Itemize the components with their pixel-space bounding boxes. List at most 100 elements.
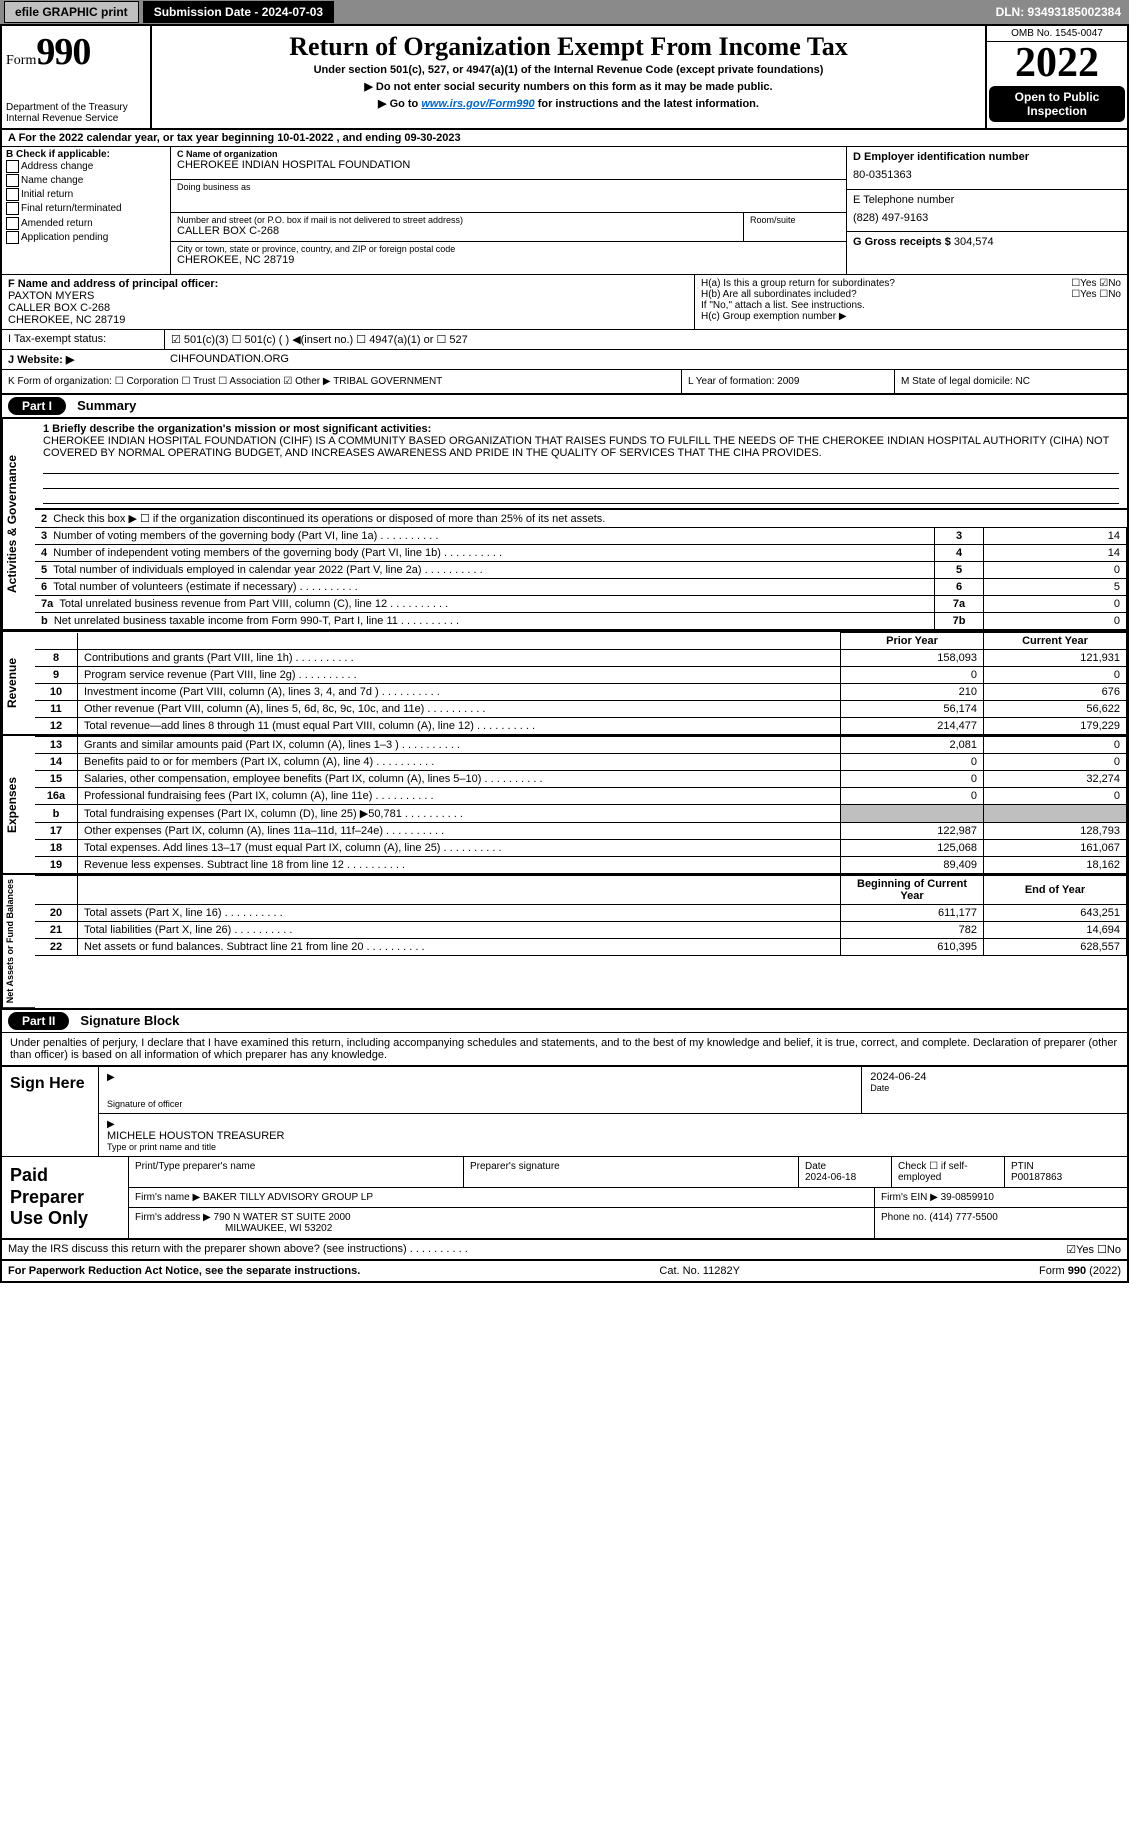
tax-exempt-options[interactable]: ☑ 501(c)(3) ☐ 501(c) ( ) ◀(insert no.) ☐… bbox=[165, 330, 474, 349]
table-row: 7a Total unrelated business revenue from… bbox=[35, 596, 1127, 613]
sig-date: 2024-06-24 bbox=[870, 1071, 1119, 1083]
table-row: b Net unrelated business taxable income … bbox=[35, 613, 1127, 630]
tax-year: 2022 bbox=[987, 42, 1127, 84]
box-b-opt[interactable]: Address change bbox=[6, 160, 166, 174]
sig-officer-label: Signature of officer bbox=[107, 1099, 853, 1109]
preparer-date: 2024-06-18 bbox=[805, 1172, 885, 1183]
part-ii-title: Signature Block bbox=[72, 1013, 179, 1028]
table-row: 21Total liabilities (Part X, line 26)782… bbox=[35, 922, 1127, 939]
ssn-warning: ▶ Do not enter social security numbers o… bbox=[160, 80, 977, 93]
h-b-note: If "No," attach a list. See instructions… bbox=[701, 300, 1121, 311]
officer-addr1: CALLER BOX C-268 bbox=[8, 302, 688, 314]
form-of-org-other: TRIBAL GOVERNMENT bbox=[333, 376, 442, 387]
row-a-tax-year: A For the 2022 calendar year, or tax yea… bbox=[2, 130, 1127, 147]
table-row: 2 Check this box ▶ ☐ if the organization… bbox=[35, 510, 1127, 528]
sign-here-label: Sign Here bbox=[2, 1067, 99, 1156]
table-row: 15Salaries, other compensation, employee… bbox=[35, 771, 1127, 788]
phone-label: E Telephone number bbox=[853, 194, 1121, 206]
firm-ein: 39-0859910 bbox=[941, 1192, 994, 1203]
part-ii-header-row: Part II Signature Block bbox=[2, 1010, 1127, 1032]
self-employed-check[interactable]: Check ☐ if self-employed bbox=[892, 1157, 1005, 1187]
ptin-header: PTIN bbox=[1011, 1161, 1121, 1172]
dept-treasury: Department of the Treasury bbox=[6, 102, 146, 113]
governance-table: 2 Check this box ▶ ☐ if the organization… bbox=[35, 509, 1127, 630]
table-row: 16aProfessional fundraising fees (Part I… bbox=[35, 788, 1127, 805]
row-k-l-m: K Form of organization: ☐ Corporation ☐ … bbox=[2, 370, 1127, 395]
preparer-sig-header: Preparer's signature bbox=[464, 1157, 799, 1187]
h-c-label: H(c) Group exemption number ▶ bbox=[701, 311, 1121, 322]
page-footer: For Paperwork Reduction Act Notice, see … bbox=[2, 1261, 1127, 1281]
table-row: 5 Total number of individuals employed i… bbox=[35, 562, 1127, 579]
box-b-opt[interactable]: Amended return bbox=[6, 217, 166, 231]
firm-addr1: 790 N WATER ST SUITE 2000 bbox=[214, 1212, 351, 1223]
box-b-opt[interactable]: Name change bbox=[6, 174, 166, 188]
h-a-yesno[interactable]: ☐Yes ☑No bbox=[1071, 278, 1121, 289]
sign-here-block: Sign Here Signature of officer 2024-06-2… bbox=[2, 1065, 1127, 1157]
mission-question: 1 Briefly describe the organization's mi… bbox=[43, 423, 1119, 435]
city-label: City or town, state or province, country… bbox=[177, 244, 840, 254]
mission-block: 1 Briefly describe the organization's mi… bbox=[35, 419, 1127, 509]
table-row: 6 Total number of volunteers (estimate i… bbox=[35, 579, 1127, 596]
table-row: 11Other revenue (Part VIII, column (A), … bbox=[35, 701, 1127, 718]
governance-section: Activities & Governance 1 Briefly descri… bbox=[2, 419, 1127, 630]
h-a-label: H(a) Is this a group return for subordin… bbox=[701, 278, 895, 289]
gross-receipts-value: 304,574 bbox=[954, 236, 994, 248]
table-row: 17Other expenses (Part IX, column (A), l… bbox=[35, 823, 1127, 840]
box-b-opt[interactable]: Application pending bbox=[6, 231, 166, 245]
org-name-label: C Name of organization bbox=[177, 149, 840, 159]
sig-date-label: Date bbox=[870, 1083, 1119, 1093]
table-row: 19Revenue less expenses. Subtract line 1… bbox=[35, 857, 1127, 874]
box-b-opt[interactable]: Initial return bbox=[6, 188, 166, 202]
table-row: 4 Number of independent voting members o… bbox=[35, 545, 1127, 562]
table-row: bTotal fundraising expenses (Part IX, co… bbox=[35, 805, 1127, 823]
street-label: Number and street (or P.O. box if mail i… bbox=[177, 215, 737, 225]
part-i-title: Summary bbox=[69, 398, 136, 413]
header-right: OMB No. 1545-0047 2022 Open to Public In… bbox=[985, 26, 1127, 128]
officer-addr2: CHEROKEE, NC 28719 bbox=[8, 314, 688, 326]
goto-line: ▶ Go to www.irs.gov/Form990 for instruct… bbox=[160, 97, 977, 110]
ein-label: D Employer identification number bbox=[853, 151, 1121, 163]
row-f-h: F Name and address of principal officer:… bbox=[2, 275, 1127, 330]
penalties-text: Under penalties of perjury, I declare th… bbox=[2, 1032, 1127, 1065]
dln-label: DLN: 93493185002384 bbox=[996, 5, 1121, 19]
form-subtitle: Under section 501(c), 527, or 4947(a)(1)… bbox=[160, 64, 977, 76]
part-ii-badge: Part II bbox=[8, 1012, 69, 1030]
h-b-label: H(b) Are all subordinates included? bbox=[701, 289, 857, 300]
efile-topbar: efile GRAPHIC print Submission Date - 20… bbox=[0, 0, 1129, 24]
form-number: 990 bbox=[36, 31, 90, 73]
net-assets-section: Net Assets or Fund Balances Beginning of… bbox=[2, 874, 1127, 1008]
row-j: J Website: ▶ CIHFOUNDATION.ORG bbox=[2, 350, 1127, 370]
website-value[interactable]: CIHFOUNDATION.ORG bbox=[164, 350, 295, 369]
form-word: Form bbox=[6, 53, 36, 68]
street-value: CALLER BOX C-268 bbox=[177, 225, 737, 237]
box-c: C Name of organization CHEROKEE INDIAN H… bbox=[171, 147, 846, 274]
table-row: 3 Number of voting members of the govern… bbox=[35, 528, 1127, 545]
firm-addr2: MILWAUKEE, WI 53202 bbox=[135, 1223, 868, 1234]
firm-phone: (414) 777-5500 bbox=[929, 1212, 997, 1223]
part-i-header-row: Part I Summary bbox=[2, 395, 1127, 417]
paid-preparer-label: Paid Preparer Use Only bbox=[2, 1157, 129, 1238]
revenue-vertical-label: Revenue bbox=[2, 632, 35, 735]
box-b-opt[interactable]: Final return/terminated bbox=[6, 202, 166, 216]
revenue-section: Revenue Prior Year Current Year 8Contrib… bbox=[2, 630, 1127, 735]
firm-name: BAKER TILLY ADVISORY GROUP LP bbox=[203, 1192, 373, 1203]
part-i-badge: Part I bbox=[8, 397, 66, 415]
firm-phone-label: Phone no. bbox=[881, 1212, 927, 1223]
h-b-yesno[interactable]: ☐Yes ☐No bbox=[1071, 289, 1121, 300]
header-mid: Return of Organization Exempt From Incom… bbox=[152, 26, 985, 128]
year-formation: L Year of formation: 2009 bbox=[681, 370, 894, 393]
may-discuss-yesno[interactable]: ☑Yes ☐No bbox=[975, 1240, 1127, 1259]
officer-name: PAXTON MYERS bbox=[8, 290, 688, 302]
footer-mid: Cat. No. 11282Y bbox=[659, 1265, 740, 1277]
may-discuss-row: May the IRS discuss this return with the… bbox=[2, 1240, 1127, 1261]
gross-receipts-label: G Gross receipts $ bbox=[853, 236, 951, 248]
table-row: 13Grants and similar amounts paid (Part … bbox=[35, 737, 1127, 754]
room-label: Room/suite bbox=[750, 215, 840, 225]
prior-year-header: Prior Year bbox=[841, 633, 984, 650]
efile-graphic-print[interactable]: efile GRAPHIC print bbox=[4, 1, 139, 23]
firm-ein-label: Firm's EIN ▶ bbox=[881, 1192, 938, 1203]
form-title: Return of Organization Exempt From Incom… bbox=[160, 32, 977, 62]
preparer-name-header: Print/Type preparer's name bbox=[129, 1157, 464, 1187]
irs-link[interactable]: www.irs.gov/Form990 bbox=[421, 98, 534, 110]
box-b: B Check if applicable: Address change Na… bbox=[2, 147, 171, 274]
